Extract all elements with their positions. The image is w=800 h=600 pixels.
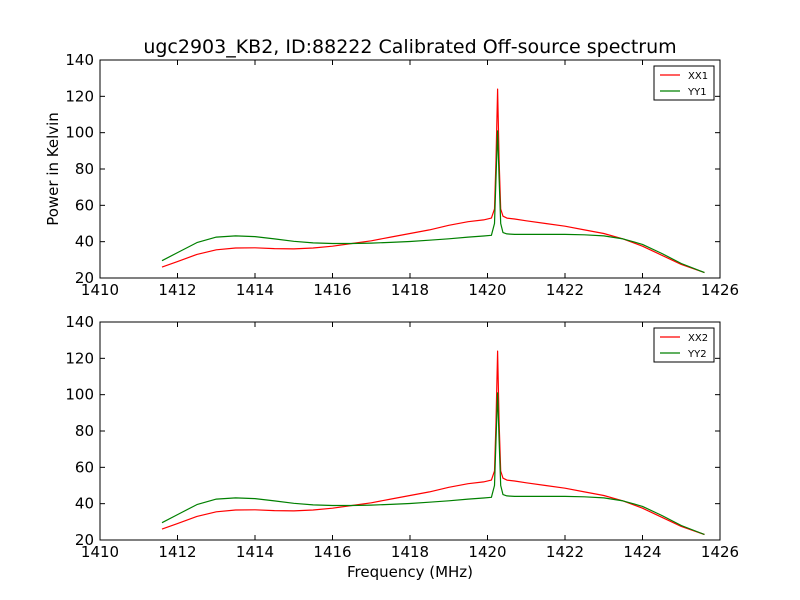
x-tick-label: 1424: [623, 543, 661, 561]
y-tick-label: 140: [65, 313, 94, 331]
x-tick-label: 1418: [391, 543, 429, 561]
y-tick-label: 120: [65, 87, 94, 105]
series-line-xx2: [161, 350, 705, 536]
y-tick-label: 20: [75, 269, 94, 287]
y-tick-label: 80: [75, 160, 94, 178]
x-tick-label: 1422: [546, 281, 584, 299]
legend-entry-xx1: XX1: [688, 71, 708, 82]
y-tick-label: 140: [65, 51, 94, 69]
x-tick-label: 1414: [236, 543, 274, 561]
legend-box: [653, 327, 715, 363]
plots-group: 1410 1412 1414 1416 1418 1420 1422 1424 1426 20 40…: [65, 51, 739, 561]
x-tick-label: 1418: [391, 281, 429, 299]
y-tick-label: 80: [75, 422, 94, 440]
y-tick-label: 60: [75, 458, 94, 476]
subplot-1: 1410 1412 1414 1416 1418 1420 1422 1424 1426 20 40…: [65, 51, 739, 299]
x-tick-label: 1412: [158, 543, 196, 561]
x-axis-label: Frequency (MHz): [347, 563, 473, 581]
subplot-2: 1410 1412 1414 1416 1418 1420 1422 1424 1426 20 40…: [65, 313, 739, 561]
x-tick-label: 1410: [81, 281, 119, 299]
x-tick-label: 1424: [623, 281, 661, 299]
y-tick-label: 60: [75, 196, 94, 214]
x-tick-label: 1420: [468, 281, 506, 299]
legend-entry-xx2: XX2: [688, 333, 708, 344]
x-tick-label: 1416: [313, 281, 351, 299]
y-tick-label: 120: [65, 349, 94, 367]
legend-box: [653, 65, 715, 101]
series-line-yy2: [161, 392, 705, 536]
x-tick-label: 1426: [701, 543, 739, 561]
x-tick-label: 1422: [546, 543, 584, 561]
chart-title: ugc2903_KB2, ID:88222 Calibrated Off-sou…: [143, 36, 676, 58]
x-tick-label: 1414: [236, 281, 274, 299]
x-tick-label: 1426: [701, 281, 739, 299]
x-tick-label: 1412: [158, 281, 196, 299]
y-axis-label: Power in Kelvin: [44, 112, 62, 226]
legend-entry-yy1: YY1: [687, 87, 707, 98]
y-tick-label: 20: [75, 531, 94, 549]
x-tick-label: 1410: [81, 543, 119, 561]
y-tick-label: 40: [75, 495, 94, 513]
y-tick-label: 100: [65, 124, 94, 142]
series-line-yy1: [161, 130, 705, 274]
x-tick-label: 1416: [313, 543, 351, 561]
y-tick-label: 40: [75, 233, 94, 251]
series-line-xx1: [161, 88, 705, 274]
x-tick-label: 1420: [468, 543, 506, 561]
legend-entry-yy2: YY2: [687, 349, 707, 360]
y-tick-label: 100: [65, 386, 94, 404]
